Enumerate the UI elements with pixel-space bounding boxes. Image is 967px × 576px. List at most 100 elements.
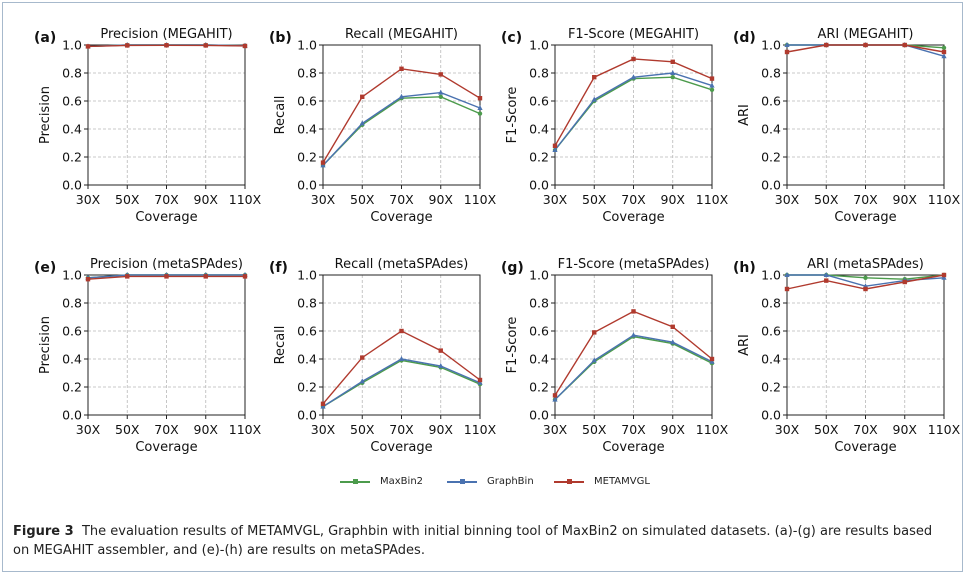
panel-title: ARI (MEGAHIT) xyxy=(818,27,914,42)
x-tick-label: 30X xyxy=(775,192,800,207)
y-tick-label: 0.6 xyxy=(529,94,549,109)
x-tick-label: 90X xyxy=(429,192,454,207)
data-point-graphbin xyxy=(630,332,637,338)
y-axis-label: Recall xyxy=(273,326,288,365)
data-point-graphbin xyxy=(823,272,829,277)
y-tick-label: 0.6 xyxy=(297,94,317,109)
panel-title: Precision (MEGAHIT) xyxy=(100,27,232,42)
data-point-metamvgl xyxy=(709,356,715,362)
x-axis-label: Coverage xyxy=(135,210,197,225)
x-tick-label: 70X xyxy=(389,192,414,207)
y-tick-label: 1.0 xyxy=(297,268,317,283)
data-point-metamvgl xyxy=(631,309,636,314)
data-point-metamvgl xyxy=(320,401,326,406)
legend-label-metamvgl: METAMVGL xyxy=(594,476,650,487)
x-tick-label: 90X xyxy=(194,422,219,437)
data-point-metamvgl xyxy=(203,43,208,48)
data-point-metamvgl xyxy=(552,393,558,398)
data-point-metamvgl xyxy=(941,272,947,278)
y-tick-label: 0.4 xyxy=(297,352,317,367)
y-tick-label: 0.4 xyxy=(297,122,317,137)
data-point-metamvgl xyxy=(399,328,404,334)
data-point-graphbin xyxy=(784,42,790,47)
x-axis-label: Coverage xyxy=(834,210,896,225)
data-point-graphbin xyxy=(320,162,326,168)
y-tick-label: 0.6 xyxy=(529,324,549,339)
caption-text: The evaluation results of METAMVGL, Grap… xyxy=(13,524,933,558)
x-tick-label: 30X xyxy=(76,192,101,207)
data-point-metamvgl xyxy=(709,76,715,81)
data-point-metamvgl xyxy=(164,43,169,48)
data-point-graphbin xyxy=(591,96,597,102)
panel-e: 0.0 0.2 0.4 0.6 0.8 1.0 30X 50X 70X 90X 110X Covera… xyxy=(34,257,262,455)
data-point-metamvgl xyxy=(320,160,326,165)
x-tick-label: 110X xyxy=(464,422,497,437)
x-tick-label: 110X xyxy=(464,192,497,207)
y-tick-label: 0.0 xyxy=(529,408,549,423)
y-tick-label: 1.0 xyxy=(62,268,82,283)
y-tick-label: 0.2 xyxy=(62,150,82,165)
data-point-metamvgl xyxy=(203,274,208,279)
y-tick-label: 0.4 xyxy=(62,122,82,137)
data-point-metamvgl xyxy=(902,279,907,285)
data-point-graphbin xyxy=(438,89,444,95)
x-tick-label: 70X xyxy=(853,422,878,437)
data-point-metamvgl xyxy=(902,42,907,48)
y-tick-label: 0.6 xyxy=(761,324,781,339)
panel-f: 0.0 0.2 0.4 0.6 0.8 1.0 30X 50X 70X 90X 110X Covera… xyxy=(269,257,497,455)
y-axis-label: ARI xyxy=(737,334,752,356)
panel-title: Recall (MEGAHIT) xyxy=(345,27,458,42)
data-point-graphbin xyxy=(359,378,365,384)
panel-label: (a) xyxy=(34,30,56,46)
panel-label: (e) xyxy=(34,260,56,276)
data-point-metamvgl xyxy=(592,330,597,335)
data-point-graphbin xyxy=(359,120,365,126)
y-tick-label: 1.0 xyxy=(761,38,781,53)
panel-label: (b) xyxy=(269,30,292,46)
y-tick-label: 1.0 xyxy=(529,268,549,283)
data-point-metamvgl xyxy=(552,143,558,148)
panel-g: 0.0 0.2 0.4 0.6 0.8 1.0 30X 50X 70X 90X 110X Covera… xyxy=(501,257,729,455)
caption-label: Figure 3 xyxy=(13,524,74,539)
data-point-maxbin2 xyxy=(477,111,483,116)
y-axis-label: Precision xyxy=(38,86,53,144)
data-point-graphbin xyxy=(941,274,947,280)
y-tick-label: 0.6 xyxy=(761,94,781,109)
data-point-metamvgl xyxy=(125,274,130,279)
y-tick-label: 0.8 xyxy=(297,296,317,311)
x-tick-label: 110X xyxy=(928,192,961,207)
panel-c: 0.0 0.2 0.4 0.6 0.8 1.0 30X 50X 70X 90X 110X Covera… xyxy=(501,27,729,225)
panel-b: 0.0 0.2 0.4 0.6 0.8 1.0 30X 50X 70X 90X 110X Covera… xyxy=(269,27,497,225)
x-tick-label: 50X xyxy=(814,192,839,207)
y-tick-label: 1.0 xyxy=(761,268,781,283)
data-point-graphbin xyxy=(709,358,715,364)
y-axis-label: ARI xyxy=(737,104,752,126)
y-tick-label: 0.0 xyxy=(761,178,781,193)
data-point-graphbin xyxy=(941,53,947,59)
x-tick-label: 50X xyxy=(814,422,839,437)
y-tick-label: 0.2 xyxy=(62,380,82,395)
data-point-metamvgl xyxy=(477,377,483,383)
x-tick-label: 70X xyxy=(389,422,414,437)
x-tick-label: 30X xyxy=(543,422,568,437)
data-point-metamvgl xyxy=(670,324,675,329)
x-axis-label: Coverage xyxy=(602,210,664,225)
legend-marker-metamvgl xyxy=(567,479,572,484)
data-point-graphbin xyxy=(552,147,558,152)
y-tick-label: 0.2 xyxy=(761,380,781,395)
x-tick-label: 50X xyxy=(115,192,140,207)
y-tick-label: 0.0 xyxy=(761,408,781,423)
data-point-metamvgl xyxy=(592,75,597,80)
x-tick-label: 50X xyxy=(115,422,140,437)
data-point-maxbin2 xyxy=(438,94,443,100)
panel-label: (f) xyxy=(269,260,288,276)
y-tick-label: 0.6 xyxy=(62,94,82,109)
x-tick-label: 70X xyxy=(621,422,646,437)
y-tick-label: 0.4 xyxy=(761,122,781,137)
data-point-metamvgl xyxy=(784,286,790,292)
x-tick-label: 50X xyxy=(350,422,375,437)
data-point-metamvgl xyxy=(399,66,404,71)
x-tick-label: 30X xyxy=(543,192,568,207)
y-tick-label: 1.0 xyxy=(62,38,82,53)
data-point-graphbin xyxy=(784,272,790,277)
